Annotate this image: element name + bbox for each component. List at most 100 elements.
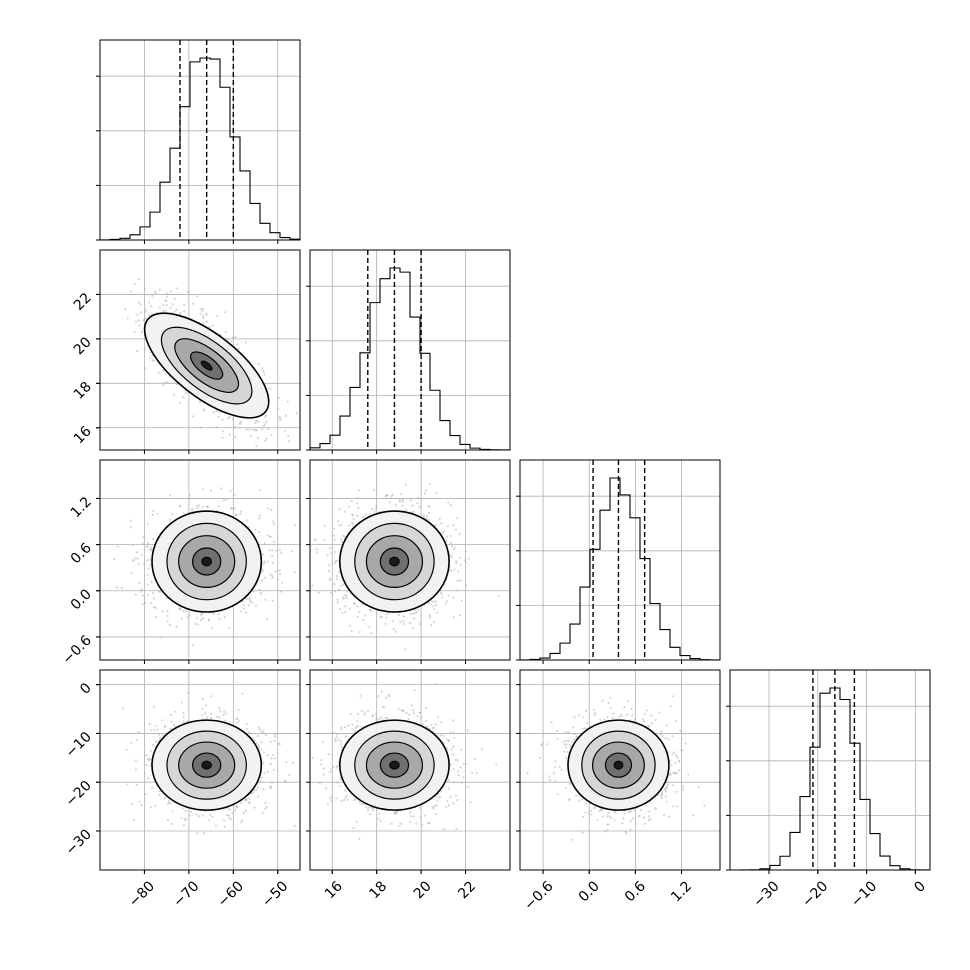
y-tick-label: 18 bbox=[71, 379, 95, 403]
scatter-point bbox=[205, 505, 208, 508]
scatter-point bbox=[140, 590, 143, 593]
scatter-point bbox=[262, 788, 265, 791]
scatter-point bbox=[459, 579, 462, 582]
scatter-point bbox=[332, 534, 335, 537]
scatter-point bbox=[166, 610, 169, 613]
scatter-point bbox=[364, 614, 367, 617]
scatter-point bbox=[424, 489, 427, 492]
scatter-point bbox=[436, 611, 439, 614]
scatter-point bbox=[166, 614, 169, 617]
scatter-point bbox=[405, 483, 408, 486]
scatter-point bbox=[148, 548, 151, 551]
scatter-point bbox=[450, 555, 453, 558]
scatter-point bbox=[333, 550, 336, 553]
scatter-point bbox=[201, 310, 204, 313]
scatter-point bbox=[147, 567, 150, 570]
scatter-point bbox=[278, 572, 282, 576]
scatter-point bbox=[351, 514, 354, 517]
scatter-point bbox=[210, 626, 213, 629]
scatter-point bbox=[146, 583, 150, 586]
scatter-point bbox=[402, 615, 405, 618]
scatter-point bbox=[151, 359, 154, 362]
scatter-point bbox=[422, 514, 425, 517]
scatter-point bbox=[212, 411, 215, 414]
scatter-point bbox=[434, 603, 437, 607]
scatter-point bbox=[134, 593, 137, 596]
scatter-point bbox=[327, 569, 330, 573]
scatter-point bbox=[278, 415, 281, 419]
scatter-point bbox=[171, 513, 174, 516]
scatter-point bbox=[136, 557, 139, 560]
histogram-steps bbox=[519, 477, 721, 661]
scatter-point bbox=[323, 525, 326, 528]
scatter-point bbox=[340, 538, 343, 541]
scatter-point bbox=[454, 528, 458, 531]
scatter-point bbox=[386, 493, 389, 497]
scatter-point bbox=[217, 505, 220, 508]
scatter-point bbox=[223, 819, 226, 822]
scatter-point bbox=[408, 621, 411, 625]
scatter-point bbox=[256, 420, 259, 423]
scatter-point bbox=[352, 517, 355, 520]
scatter-point bbox=[357, 506, 360, 510]
scatter-point bbox=[369, 609, 372, 612]
scatter-point bbox=[175, 383, 178, 386]
scatter-point bbox=[191, 415, 194, 418]
scatter-point bbox=[356, 497, 359, 500]
scatter-point bbox=[144, 308, 147, 311]
scatter-point bbox=[264, 734, 267, 737]
scatter-point bbox=[350, 630, 353, 633]
scatter-point bbox=[432, 600, 435, 604]
scatter-point bbox=[231, 811, 234, 814]
scatter-point bbox=[155, 725, 158, 728]
scatter-point bbox=[139, 303, 142, 306]
scatter-point bbox=[452, 596, 455, 599]
scatter-point bbox=[242, 607, 245, 610]
scatter-point bbox=[271, 599, 274, 602]
scatter-point bbox=[449, 541, 453, 545]
scatter-point bbox=[248, 428, 251, 431]
scatter-point bbox=[292, 761, 295, 764]
scatter-point bbox=[449, 569, 452, 572]
scatter-point bbox=[164, 797, 167, 800]
x-tick-label: −30 bbox=[750, 878, 782, 910]
scatter-point bbox=[164, 381, 167, 384]
scatter-point bbox=[404, 648, 407, 651]
scatter-point bbox=[402, 620, 405, 623]
scatter-point bbox=[130, 572, 133, 575]
scatter-point bbox=[135, 551, 139, 554]
scatter-point bbox=[392, 627, 395, 631]
scatter-point bbox=[338, 508, 341, 511]
scatter-point bbox=[143, 347, 146, 351]
scatter-point bbox=[267, 427, 270, 430]
scatter-point bbox=[291, 550, 294, 553]
scatter-point bbox=[157, 590, 160, 593]
histogram-steps bbox=[99, 57, 301, 241]
scatter-point bbox=[293, 824, 296, 827]
scatter-point bbox=[205, 320, 208, 323]
scatter-point bbox=[115, 586, 118, 589]
scatter-point bbox=[273, 540, 276, 543]
scatter-point bbox=[143, 287, 146, 290]
scatter-point bbox=[402, 622, 405, 625]
scatter-point bbox=[269, 573, 272, 576]
scatter-point bbox=[411, 504, 414, 507]
scatter-point bbox=[464, 561, 468, 564]
scatter-point bbox=[374, 507, 377, 510]
scatter-point bbox=[133, 282, 136, 285]
scatter-point bbox=[245, 597, 248, 600]
scatter-point bbox=[323, 538, 326, 542]
scatter-point bbox=[356, 514, 359, 517]
scatter-point bbox=[425, 515, 429, 518]
scatter-point bbox=[344, 605, 347, 608]
scatter-point bbox=[164, 373, 167, 376]
scatter-point bbox=[184, 392, 187, 395]
scatter-point bbox=[201, 488, 204, 491]
scatter-point bbox=[133, 330, 136, 333]
scatter-point bbox=[165, 295, 168, 298]
scatter-point bbox=[283, 430, 286, 433]
scatter-point bbox=[328, 564, 331, 567]
scatter-point bbox=[248, 598, 251, 601]
scatter-point bbox=[265, 437, 268, 440]
scatter-point bbox=[257, 726, 260, 729]
